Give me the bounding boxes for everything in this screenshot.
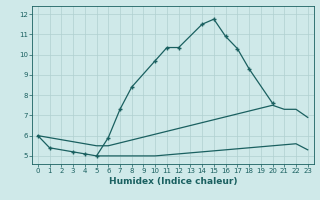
X-axis label: Humidex (Indice chaleur): Humidex (Indice chaleur) bbox=[108, 177, 237, 186]
